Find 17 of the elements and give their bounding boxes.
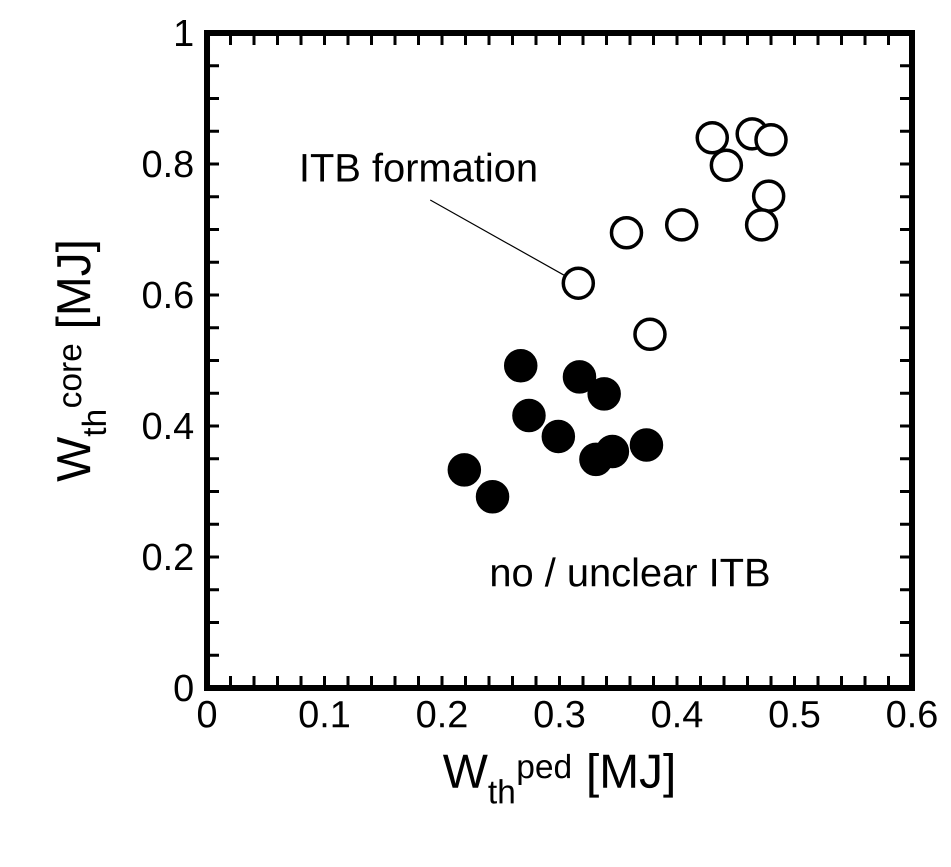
y-tick-label: 1 [176, 20, 192, 46]
x-tick-label: 0.2 [417, 700, 466, 728]
x-tick-label: 0 [198, 700, 216, 728]
y-axis-title: W$_{th}$$^{core}$ [MJ] [55, 242, 106, 482]
x-tick-label: 0.4 [652, 700, 702, 728]
y-tick-label: 0 [174, 674, 193, 702]
x-tick-label: 0.1 [300, 700, 349, 728]
x-tick-label: 0.3 [534, 700, 584, 728]
x-tick-label: 0.6 [887, 700, 937, 728]
annotation: no / unclear ITB [492, 557, 769, 587]
y-tick-label: 0.6 [143, 282, 193, 308]
y-tick-label: 0.2 [143, 544, 192, 570]
annotation: ITB formation [302, 152, 536, 182]
x-tick-label: 0.5 [770, 700, 820, 728]
y-tick-label: 0.8 [143, 150, 193, 178]
y-tick-label: 0.4 [143, 412, 194, 440]
x-axis-title: W$_{th}$$^{ped}$ [MJ] [442, 753, 673, 804]
